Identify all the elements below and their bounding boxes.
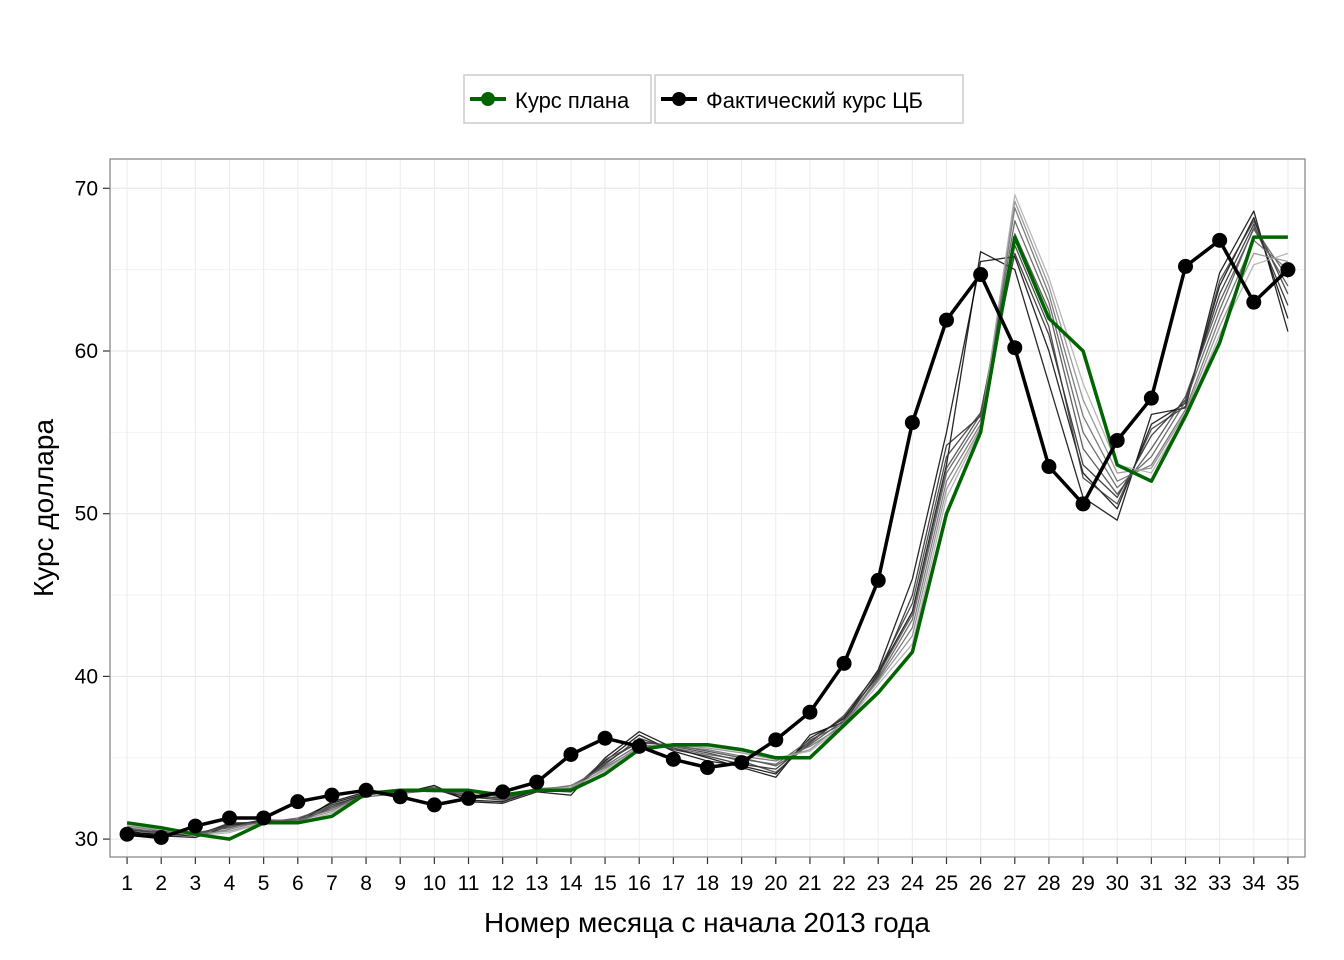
x-tick-label: 4 (224, 872, 236, 895)
x-tick-label: 25 (935, 872, 958, 895)
data-point-actual (802, 704, 818, 720)
data-point-actual (1007, 340, 1023, 356)
data-point-actual (426, 797, 442, 813)
x-tick-label: 26 (969, 872, 992, 895)
data-point-actual (1212, 232, 1228, 248)
data-point-actual (973, 267, 989, 283)
x-tick-label: 2 (155, 872, 167, 895)
data-point-actual (461, 790, 476, 806)
x-tick-label: 34 (1242, 872, 1266, 895)
legend: Курс плана Фактический курс ЦБ (463, 74, 964, 124)
x-tick-label: 12 (491, 872, 514, 895)
series-lines (119, 232, 1296, 845)
x-tick-label: 31 (1140, 872, 1163, 895)
x-tick-label: 8 (360, 872, 372, 895)
x-tick-label: 13 (525, 872, 548, 895)
data-point-actual (1246, 294, 1262, 310)
data-point-actual (870, 572, 886, 588)
legend-key-dot-plan (481, 92, 495, 106)
legend-label-actual: Фактический курс ЦБ (706, 88, 923, 113)
data-point-actual (1143, 390, 1159, 406)
data-point-actual (290, 794, 306, 810)
legend-label-plan: Курс плана (515, 88, 630, 113)
data-point-actual (631, 738, 647, 754)
x-tick-label: 6 (292, 872, 304, 895)
data-point-actual (768, 732, 784, 748)
data-point-actual (256, 810, 272, 826)
x-tick-label: 21 (798, 872, 821, 895)
x-tick-label: 35 (1276, 872, 1299, 895)
x-tick-label: 29 (1071, 872, 1094, 895)
x-tick-label: 22 (832, 872, 855, 895)
y-tick-label: 70 (75, 177, 98, 200)
data-point-actual (700, 760, 715, 776)
x-axis-title: Номер месяца с начала 2013 года (484, 907, 930, 938)
data-point-actual (1280, 262, 1296, 278)
data-point-actual (187, 818, 203, 834)
x-tick-label: 9 (394, 872, 406, 895)
x-tick-label: 32 (1174, 872, 1197, 895)
data-point-actual (836, 655, 852, 671)
x-tick-label: 17 (662, 872, 685, 895)
x-tick-label: 1 (121, 872, 133, 895)
x-tick-label: 28 (1037, 872, 1060, 895)
y-tick-label: 50 (75, 503, 98, 526)
data-point-actual (324, 787, 340, 803)
legend-box-actual (654, 74, 964, 124)
x-tick-label: 27 (1003, 872, 1026, 895)
x-tick-label: 11 (458, 872, 480, 895)
data-point-actual (392, 789, 408, 805)
data-point-actual (597, 730, 613, 746)
data-point-actual (529, 774, 545, 790)
data-point-actual (939, 312, 954, 328)
x-tick-label: 16 (628, 872, 651, 895)
data-point-actual (1109, 432, 1125, 448)
data-point-actual (495, 784, 511, 800)
y-tick-label: 60 (75, 340, 98, 363)
data-point-actual (153, 829, 169, 845)
x-tick-label: 3 (190, 872, 202, 895)
data-point-actual (665, 751, 681, 767)
data-point-actual (358, 782, 374, 798)
y-axis-title: Курс доллара (28, 419, 59, 597)
data-point-actual (1075, 496, 1091, 512)
data-point-actual (119, 826, 135, 842)
y-tick-label: 40 (75, 665, 98, 688)
x-tick-label: 23 (867, 872, 890, 895)
plot-border (109, 158, 1306, 858)
data-point-actual (222, 810, 237, 826)
series-line-plan (126, 235, 1288, 841)
data-point-actual (1041, 459, 1057, 475)
forecast-line (127, 207, 1289, 837)
x-tick-label: 18 (696, 872, 719, 895)
forecast-line (127, 200, 1289, 835)
data-point-actual (904, 415, 920, 431)
x-tick-label: 33 (1208, 872, 1231, 895)
x-tick-label: 5 (258, 872, 270, 895)
data-point-actual (734, 755, 750, 771)
y-tick-label: 30 (75, 828, 98, 851)
x-tick-label: 20 (764, 872, 787, 895)
x-tick-label: 10 (423, 872, 446, 895)
x-tick-label: 19 (730, 872, 753, 895)
x-tick-label: 14 (559, 872, 583, 895)
data-point-actual (563, 746, 579, 762)
forecast-line (127, 220, 1289, 835)
data-point-actual (1178, 258, 1193, 274)
x-tick-label: 7 (326, 872, 338, 895)
x-tick-label: 30 (1106, 872, 1129, 895)
legend-key-dot-actual (672, 92, 686, 106)
x-tick-label: 15 (593, 872, 616, 895)
x-tick-label: 24 (901, 872, 925, 895)
